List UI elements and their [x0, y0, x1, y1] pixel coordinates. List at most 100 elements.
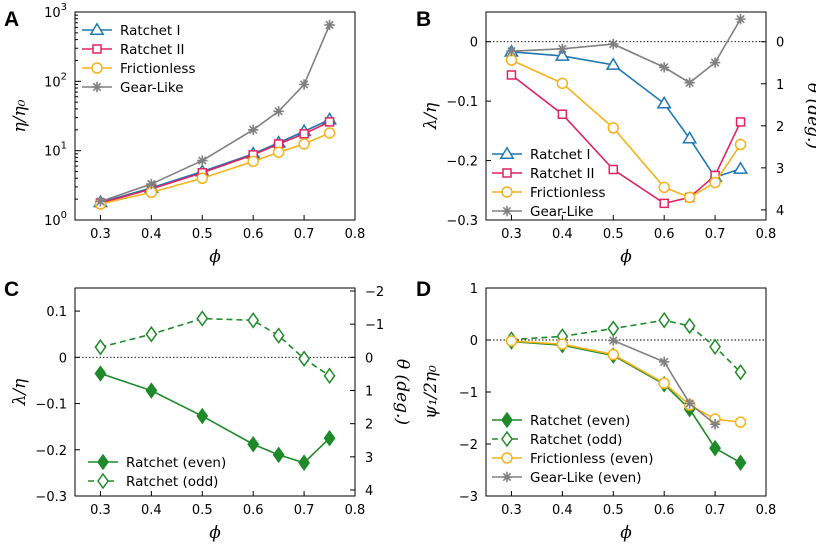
legend-label: Gear-Like (even) [530, 470, 642, 486]
y-right-tick-label: −2 [365, 285, 384, 300]
y-tick-label: −0.2 [446, 155, 478, 170]
y-tick-exponent: 1 [61, 141, 67, 152]
legend-marker [92, 44, 102, 54]
legend-marker [501, 411, 513, 429]
y-axis-label: η/η₀ [10, 99, 30, 132]
x-tick-label: 0.5 [603, 503, 624, 518]
y-right-axis-label: θ (deg.) [392, 359, 412, 425]
data-point [554, 48, 570, 61]
x-tick-label: 0.6 [654, 503, 675, 518]
data-point [658, 377, 670, 389]
data-point [95, 196, 106, 207]
data-point [682, 130, 698, 144]
data-point [324, 117, 335, 127]
legend-marker [97, 472, 109, 490]
data-point [323, 429, 336, 447]
data-point [145, 382, 158, 399]
x-tick-label: 0.7 [705, 503, 726, 518]
x-axis-label: ϕ [620, 247, 632, 267]
y-tick-label: 1 [470, 282, 478, 297]
x-tick-label: 0.4 [552, 503, 573, 518]
panel-b-chart: 0.3 0.4 0.5 0.6 0.7 0.8 ϕ 0 −0.1 −0.2 −0.3 λ/η 0 1 2 3 4… [421, 11, 816, 267]
data-point [145, 325, 158, 343]
data-point [298, 138, 310, 150]
y-right-tick-label: 4 [776, 204, 784, 219]
y-tick-label: −1 [459, 386, 478, 401]
data-point [247, 124, 259, 135]
data-point [734, 138, 747, 151]
y-tick-label: 103 [44, 2, 67, 21]
legend-label: Ratchet II [530, 166, 594, 182]
x-tick-label: 0.3 [501, 227, 522, 242]
panel-d-chart: 0.3 0.4 0.5 0.6 0.7 0.8 ϕ 1 0 −1 −2 −3 ψ₁/2η₀ Ratchet… [421, 282, 776, 543]
data-point [298, 79, 310, 90]
panel-label-a: A [4, 8, 19, 31]
data-point [196, 407, 209, 425]
data-point [298, 350, 311, 368]
x-tick-label: 0.8 [756, 227, 777, 242]
y-tick-label: −0.2 [35, 444, 67, 459]
data-point [557, 43, 568, 55]
plot-frame [74, 11, 356, 221]
x-tick-label: 0.8 [756, 503, 777, 518]
y-tick-label: −0.3 [446, 214, 478, 229]
legend-marker [499, 146, 515, 159]
data-point [709, 176, 721, 189]
y-tick-label: −0.1 [35, 398, 67, 413]
legend-marker [91, 81, 103, 93]
x-axis-label: ϕ [620, 523, 632, 543]
data-point [709, 439, 722, 457]
data-point [608, 38, 619, 50]
legend-label: Ratchet (even) [126, 455, 226, 471]
x-tick-label: 0.3 [90, 503, 111, 518]
data-point [323, 127, 336, 139]
data-point [556, 77, 569, 90]
panel-label-b: B [416, 8, 431, 31]
y-right-tick-label: 3 [776, 162, 784, 177]
data-point [683, 191, 696, 204]
y-tick-label: 0.1 [46, 305, 67, 320]
data-point [709, 57, 721, 68]
y-tick-label: 100 [44, 210, 67, 229]
y-tick-exponent: 2 [61, 71, 67, 82]
legend-label: Ratchet I [530, 147, 591, 163]
y-right-tick-label: 2 [365, 418, 373, 433]
data-point [247, 435, 260, 453]
x-tick-label: 0.4 [141, 503, 162, 518]
legend-label: Ratchet II [120, 42, 184, 58]
series-line [511, 18, 742, 84]
y-tick-exponent: 0 [61, 210, 67, 221]
data-point [607, 320, 620, 337]
data-point [607, 348, 620, 361]
x-tick-label: 0.6 [243, 227, 264, 242]
x-tick-label: 0.7 [294, 227, 315, 242]
legend-label: Frictionless [120, 61, 196, 77]
legend-marker [91, 62, 103, 74]
panel-label-d: D [416, 278, 431, 301]
data-point [734, 454, 747, 472]
y-right-tick-label: 0 [365, 351, 373, 366]
legend-marker [501, 430, 513, 448]
y-tick-label: −3 [459, 490, 478, 505]
x-tick-label: 0.5 [192, 503, 213, 518]
x-tick-label: 0.5 [603, 227, 624, 242]
legend-marker [501, 471, 513, 483]
legend-marker [501, 205, 513, 217]
x-axis-label: ϕ [209, 247, 221, 267]
panel-a-chart: 0.3 0.4 0.5 0.6 0.7 0.8ϕ100101102103η/η₀Ratch… [10, 2, 365, 267]
data-point [247, 312, 260, 329]
data-point [735, 117, 746, 127]
y-right-axis-label: θ (deg.) [803, 83, 816, 149]
y-right-tick-label: 1 [365, 384, 373, 399]
y-right-tick-label: 2 [776, 120, 784, 135]
plot-frame [485, 11, 767, 221]
legend-label: Frictionless [530, 185, 606, 201]
legend-label: Ratchet (odd) [530, 432, 622, 448]
data-point [324, 19, 335, 31]
x-tick-label: 0.4 [141, 227, 162, 242]
data-point [658, 62, 670, 73]
data-point [146, 178, 157, 190]
x-tick-label: 0.5 [192, 227, 213, 242]
legend-label: Ratchet (even) [530, 413, 630, 429]
plot-frame [74, 287, 356, 497]
